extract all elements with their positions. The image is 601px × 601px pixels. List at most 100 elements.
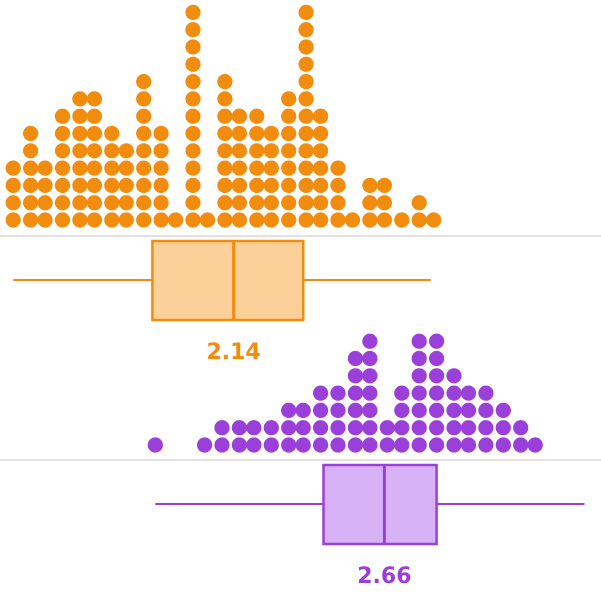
data-dot	[298, 125, 314, 142]
data-dot	[231, 160, 247, 176]
data-dot	[249, 177, 265, 193]
data-dot	[147, 437, 163, 453]
data-dot	[37, 177, 53, 193]
data-dot	[153, 160, 169, 176]
data-dot	[411, 402, 427, 418]
data-dot	[330, 160, 346, 176]
data-dot	[298, 4, 314, 21]
box-iqr	[322, 463, 438, 546]
data-dot	[86, 177, 102, 193]
data-dot	[185, 91, 201, 107]
data-dot	[362, 368, 378, 384]
data-dot	[362, 420, 378, 436]
data-dot	[231, 108, 247, 124]
data-dot	[185, 22, 201, 38]
data-dot	[298, 195, 314, 211]
data-dot	[185, 56, 201, 72]
data-dot	[478, 402, 494, 418]
data-dot	[197, 437, 213, 453]
data-dot	[5, 195, 21, 211]
data-dot	[527, 437, 543, 453]
data-dot	[298, 108, 314, 124]
data-dot	[118, 177, 134, 193]
data-dot	[429, 437, 445, 453]
data-dot	[411, 212, 427, 228]
data-dot	[263, 143, 279, 159]
data-dot	[263, 125, 279, 142]
data-dot	[185, 212, 201, 228]
data-dot	[376, 195, 392, 211]
data-dot	[86, 195, 102, 211]
data-dot	[313, 177, 329, 193]
data-dot	[313, 212, 329, 228]
data-dot	[298, 160, 314, 176]
data-dot	[54, 195, 71, 211]
data-dot	[298, 212, 314, 228]
data-dot	[313, 108, 329, 124]
data-dot	[104, 177, 120, 193]
data-dot	[478, 385, 494, 401]
data-dot	[411, 350, 427, 367]
data-dot	[429, 333, 445, 349]
data-dot	[281, 402, 297, 418]
data-dot	[281, 195, 297, 211]
data-dot	[394, 420, 410, 436]
data-dot	[330, 195, 346, 211]
data-dot	[513, 437, 529, 453]
data-dot	[104, 125, 120, 142]
data-dot	[217, 108, 233, 124]
data-dot	[153, 195, 169, 211]
data-dot	[54, 143, 71, 159]
data-dot	[411, 333, 427, 349]
data-dot	[394, 212, 410, 228]
data-dot	[185, 4, 201, 21]
series-2: 2.66	[0, 333, 601, 589]
data-dot	[136, 143, 152, 159]
data-dot	[281, 143, 297, 159]
data-dot	[231, 437, 247, 453]
data-dot	[394, 402, 410, 418]
data-dot	[249, 108, 265, 124]
data-dot	[313, 125, 329, 142]
data-dot	[394, 437, 410, 453]
data-dot	[446, 385, 462, 401]
data-dot	[411, 368, 427, 384]
data-dot	[313, 143, 329, 159]
data-dot	[495, 437, 511, 453]
data-dot	[37, 160, 53, 176]
data-dot	[394, 385, 410, 401]
data-dot	[214, 420, 230, 436]
data-dot	[118, 212, 134, 228]
data-dot	[429, 402, 445, 418]
data-dot	[72, 125, 88, 142]
data-dot	[217, 160, 233, 176]
data-dot	[344, 212, 361, 228]
data-dot	[72, 160, 88, 176]
data-dot	[168, 212, 184, 228]
data-dot	[376, 177, 392, 193]
data-dot	[298, 56, 314, 72]
data-dot	[231, 420, 247, 436]
data-dot	[5, 160, 21, 176]
data-dot	[281, 160, 297, 176]
data-dot	[460, 420, 477, 436]
data-dot	[72, 108, 88, 124]
data-dot	[249, 212, 265, 228]
data-dot	[281, 125, 297, 142]
data-dot	[495, 420, 511, 436]
data-dot	[72, 212, 88, 228]
data-dot	[295, 402, 311, 418]
data-dot	[330, 420, 346, 436]
data-dot	[54, 125, 71, 142]
data-dot	[295, 437, 311, 453]
median-label: 2.66	[357, 564, 411, 589]
data-dot	[136, 125, 152, 142]
data-dot	[411, 420, 427, 436]
data-dot	[104, 195, 120, 211]
data-dot	[330, 385, 346, 401]
data-dot	[446, 402, 462, 418]
data-dot	[347, 350, 363, 367]
data-dot	[362, 333, 378, 349]
data-dot	[362, 402, 378, 418]
data-dot	[460, 402, 477, 418]
